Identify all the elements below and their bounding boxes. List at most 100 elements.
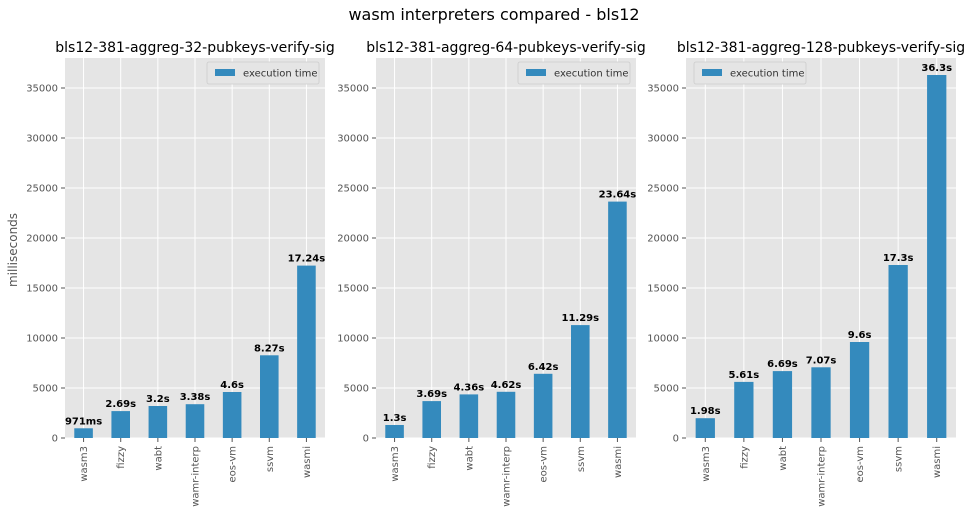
chart-panel-2: bls12-381-aggreg-64-pubkeys-verify-sig 0 5… [337,40,646,507]
data-label: 1.3s [383,413,407,424]
bar-wabt [772,371,793,438]
y-tick-label: 10000 [337,334,369,345]
x-tick-label: eos-vm [228,446,239,482]
y-tick-label: 0 [363,434,369,445]
y-tick-label: 0 [52,434,58,445]
x-tick-label: wamr-interp [502,446,513,507]
y-tick-label: 20000 [337,234,369,245]
data-label: 36.3s [921,63,952,74]
x-tick-label: wamr-interp [817,446,828,507]
y-tick-label: 25000 [647,184,679,195]
data-label: 6.42s [528,362,559,373]
x-tick-label: ssvm [576,446,587,472]
y-tick-label: 35000 [26,84,58,95]
bar-wamr-interp [496,391,516,438]
x-tick-label: eos-vm [855,446,866,482]
figure-title: wasm interpreters compared - bls12 [348,5,639,24]
bar-wasm3 [695,418,715,438]
chart-panel-3: bls12-381-aggreg-128-pubkeys-verify-sig 0… [647,40,965,507]
bar-wasmi [927,75,947,438]
y-tick-label: 5000 [344,384,369,395]
bar-wasm3 [385,425,404,438]
x-tick-label: wasm3 [79,446,90,482]
legend-box [517,61,631,85]
data-label: 7.07s [806,355,837,366]
y-tick-label: 5000 [654,384,679,395]
legend-label: execution time [730,69,805,80]
bar-eos-vm [533,373,553,438]
y-tick-label: 30000 [647,134,679,145]
y-tick-label: 25000 [337,184,369,195]
bar-wasmi [297,265,316,438]
y-tick-label: 0 [673,434,679,445]
data-label: 17.3s [883,253,914,264]
data-label: 1.98s [690,406,721,417]
y-tick-label: 10000 [647,334,679,345]
x-tick-label: wabt [464,446,475,471]
legend-swatch [215,69,235,76]
x-tick-label: wabt [153,446,164,471]
x-tick-label: wasmi [613,446,624,478]
legend: execution time [693,61,807,85]
bar-wamr-interp [185,404,205,438]
y-tick-label: 20000 [26,234,58,245]
bar-wasmi [608,201,627,438]
data-label: 4.6s [220,380,244,391]
y-tick-label: 10000 [26,334,58,345]
bar-wamr-interp [811,367,831,438]
y-tick-label: 15000 [647,284,679,295]
bar-ssvm [571,325,590,438]
x-tick-label: wasmi [302,446,313,478]
bar-wabt [459,394,479,438]
bar-fizzy [734,381,754,438]
data-label: 23.64s [599,190,637,201]
y-tick-label: 30000 [26,134,58,145]
x-tick-label: wamr-interp [191,446,202,507]
y-tick-label: 15000 [26,284,58,295]
x-tick-label: ssvm [265,446,276,472]
bar-wabt [148,406,168,438]
data-label: 4.36s [454,382,485,393]
bar-fizzy [422,401,441,438]
x-tick-label: ssvm [894,446,905,472]
data-label: 4.62s [491,380,522,391]
panel-title: bls12-381-aggreg-128-pubkeys-verify-sig [677,40,965,56]
bar-ssvm [260,355,279,438]
bar-wasm3 [74,428,93,438]
x-tick-label: fizzy [739,446,750,469]
data-label: 3.38s [180,392,211,403]
panel-title: bls12-381-aggreg-64-pubkeys-verify-sig [366,40,645,56]
legend-swatch [526,69,546,76]
y-tick-label: 35000 [647,84,679,95]
data-label: 5.61s [729,370,760,381]
x-tick-label: wasmi [932,446,943,478]
data-label: 17.24s [288,254,326,265]
chart-panel-1: bls12-381-aggreg-32-pubkeys-verify-sig 0 5… [26,40,335,507]
data-label: 2.69s [105,399,136,410]
data-label: 6.69s [767,359,798,370]
legend-swatch [702,69,722,76]
bar-eos-vm [222,392,242,438]
y-tick-label: 15000 [337,284,369,295]
data-label: 971ms [65,416,102,427]
x-tick-label: fizzy [427,446,438,469]
x-tick-label: wasm3 [701,446,712,482]
y-tick-label: 20000 [647,234,679,245]
x-tick-label: wabt [778,446,789,471]
x-tick-label: eos-vm [539,446,550,482]
legend-label: execution time [243,69,318,80]
y-tick-label: 35000 [337,84,369,95]
data-label: 3.69s [416,389,447,400]
bar-ssvm [888,265,908,438]
y-tick-label: 30000 [337,134,369,145]
legend: execution time [206,61,320,85]
legend: execution time [517,61,631,85]
y-axis-label: milliseconds [6,213,20,287]
x-tick-label: wasm3 [390,446,401,482]
data-label: 11.29s [561,313,599,324]
legend-box [206,61,320,85]
x-tick-label: fizzy [116,446,127,469]
panel-title: bls12-381-aggreg-32-pubkeys-verify-sig [55,40,334,56]
legend-box [693,61,807,85]
